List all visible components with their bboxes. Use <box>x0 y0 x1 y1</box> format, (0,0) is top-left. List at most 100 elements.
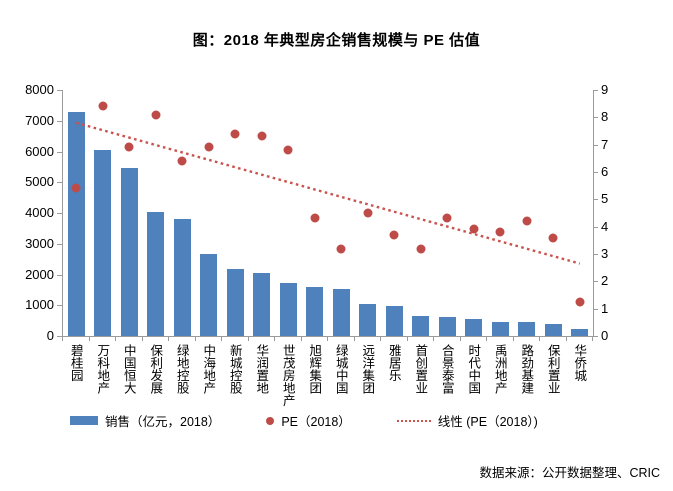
x-label-cell: 中国恒大 <box>115 344 142 407</box>
pe-dot <box>98 101 108 111</box>
sales-legend-swatch <box>70 416 98 425</box>
y-axis-tick-right <box>593 144 598 146</box>
x-category-label: 中国恒大 <box>121 344 136 394</box>
y-axis-tick-right <box>593 226 598 228</box>
data-source-note: 数据来源：公开数据整理、CRIC <box>479 466 660 480</box>
bar-column <box>302 90 329 336</box>
sales-bar <box>120 167 138 336</box>
x-axis-tick <box>88 337 90 341</box>
sales-bar <box>465 318 483 336</box>
y-axis-label-left: 1000 <box>25 297 54 313</box>
y-axis-tick-left <box>57 213 62 214</box>
x-axis-tick <box>433 337 434 341</box>
x-label-cell: 绿城中国 <box>327 344 354 407</box>
y-axis-tick-left <box>57 120 62 122</box>
x-axis-tick <box>221 337 222 341</box>
x-label-cell: 合景泰富 <box>433 344 460 407</box>
y-axis-label-right: 2 <box>601 273 609 289</box>
x-axis-tick <box>353 337 355 341</box>
pe-legend-dot-icon <box>266 416 275 425</box>
legend: 销售（亿元，2018） PE（2018） 线性 (PE（2018）) <box>70 411 538 430</box>
y-axis-label-left: 3000 <box>25 235 54 251</box>
y-axis-label-left: 0 <box>46 328 54 343</box>
bar-column <box>222 90 249 336</box>
bar-column <box>275 90 302 336</box>
x-category-label: 路劲基建 <box>519 344 534 394</box>
x-category-label: 华润置地 <box>254 344 269 394</box>
y-axis-tick-right <box>593 199 598 201</box>
y-axis-tick-left <box>57 90 62 91</box>
x-axis-tick <box>327 337 328 341</box>
pe-dot <box>71 183 81 193</box>
sales-bar <box>385 305 403 336</box>
bar-column <box>461 90 488 336</box>
y-axis-label-right: 0 <box>601 328 609 343</box>
x-label-cell: 禹洲地产 <box>486 344 513 407</box>
pe-dot <box>177 156 187 166</box>
x-category-label: 世茂房地产 <box>280 344 295 407</box>
x-axis-tick <box>459 337 461 341</box>
x-axis-tick <box>141 337 143 341</box>
bar-column <box>408 90 435 336</box>
pe-dot <box>363 208 373 218</box>
sales-bar <box>67 112 85 336</box>
pe-dot <box>283 145 293 155</box>
y-axis-label-right: 9 <box>601 82 609 97</box>
x-label-cell: 新城控股 <box>221 344 248 407</box>
bar-column <box>567 90 594 336</box>
x-category-label: 新城控股 <box>227 344 242 394</box>
x-label-cell: 保利发展 <box>142 344 169 407</box>
y-axis-tick-left <box>57 305 62 307</box>
y-axis-label-right: 7 <box>601 136 609 152</box>
bar-column <box>116 90 143 336</box>
pe-dot <box>548 233 558 243</box>
y-axis-tick-right <box>593 254 598 255</box>
y-axis-tick-left <box>57 182 62 184</box>
x-label-cell: 时代中国 <box>460 344 487 407</box>
y-axis-tick-right <box>593 90 598 91</box>
sales-bar <box>518 321 536 336</box>
sales-bar <box>332 288 350 336</box>
x-category-label: 首创置业 <box>413 344 428 394</box>
bar-column <box>434 90 461 336</box>
y-axis-label-left: 8000 <box>25 82 54 97</box>
x-axis-tick <box>380 337 381 341</box>
trend-legend-label: 线性 (PE（2018）) <box>437 415 538 429</box>
x-axis-tick <box>300 337 302 341</box>
bar-column <box>487 90 514 336</box>
x-category-label: 旭辉集团 <box>307 344 322 394</box>
x-axis-tick <box>168 337 169 341</box>
y-axis-label-right: 6 <box>601 164 609 179</box>
y-axis-tick-left <box>57 274 62 276</box>
y-axis-tick-right <box>593 117 598 119</box>
plot-area <box>62 90 594 337</box>
sales-bar <box>544 324 562 336</box>
sales-bar <box>200 254 218 336</box>
x-axis-tick <box>62 337 63 341</box>
x-label-cell: 华侨城 <box>566 344 593 407</box>
pe-dot <box>575 297 585 307</box>
trend-legend-line-icon <box>396 419 431 422</box>
legend-item-sales: 销售（亿元，2018） <box>70 411 220 430</box>
x-axis-tick <box>194 337 196 341</box>
bar-series <box>63 90 593 336</box>
x-label-cell: 中海地产 <box>195 344 222 407</box>
bar-column <box>328 90 355 336</box>
bar-column <box>90 90 117 336</box>
legend-item-trend: 线性 (PE（2018）) <box>396 411 538 430</box>
x-axis-tick <box>486 337 487 341</box>
pe-dot <box>495 227 505 237</box>
x-category-label: 禹洲地产 <box>492 344 507 394</box>
x-label-cell: 世茂房地产 <box>274 344 301 407</box>
bar-column <box>169 90 196 336</box>
pe-scatter-series <box>63 90 593 336</box>
legend-item-pe: PE（2018） <box>266 411 351 430</box>
x-category-label: 合景泰富 <box>439 344 454 394</box>
x-axis-category-labels: 碧桂园 万科地产 中国恒大 保利发展 绿地控股 中海地产 新城控股 华润置地 世茂房地产 旭辉集团… <box>62 344 592 407</box>
x-axis-tick <box>539 337 540 341</box>
y-axis-label-left: 5000 <box>25 174 54 190</box>
pe-dot <box>257 131 267 141</box>
y-axis-tick-right <box>593 336 598 337</box>
y-axis-label-left: 2000 <box>25 266 54 282</box>
x-category-label: 中海地产 <box>201 344 216 394</box>
